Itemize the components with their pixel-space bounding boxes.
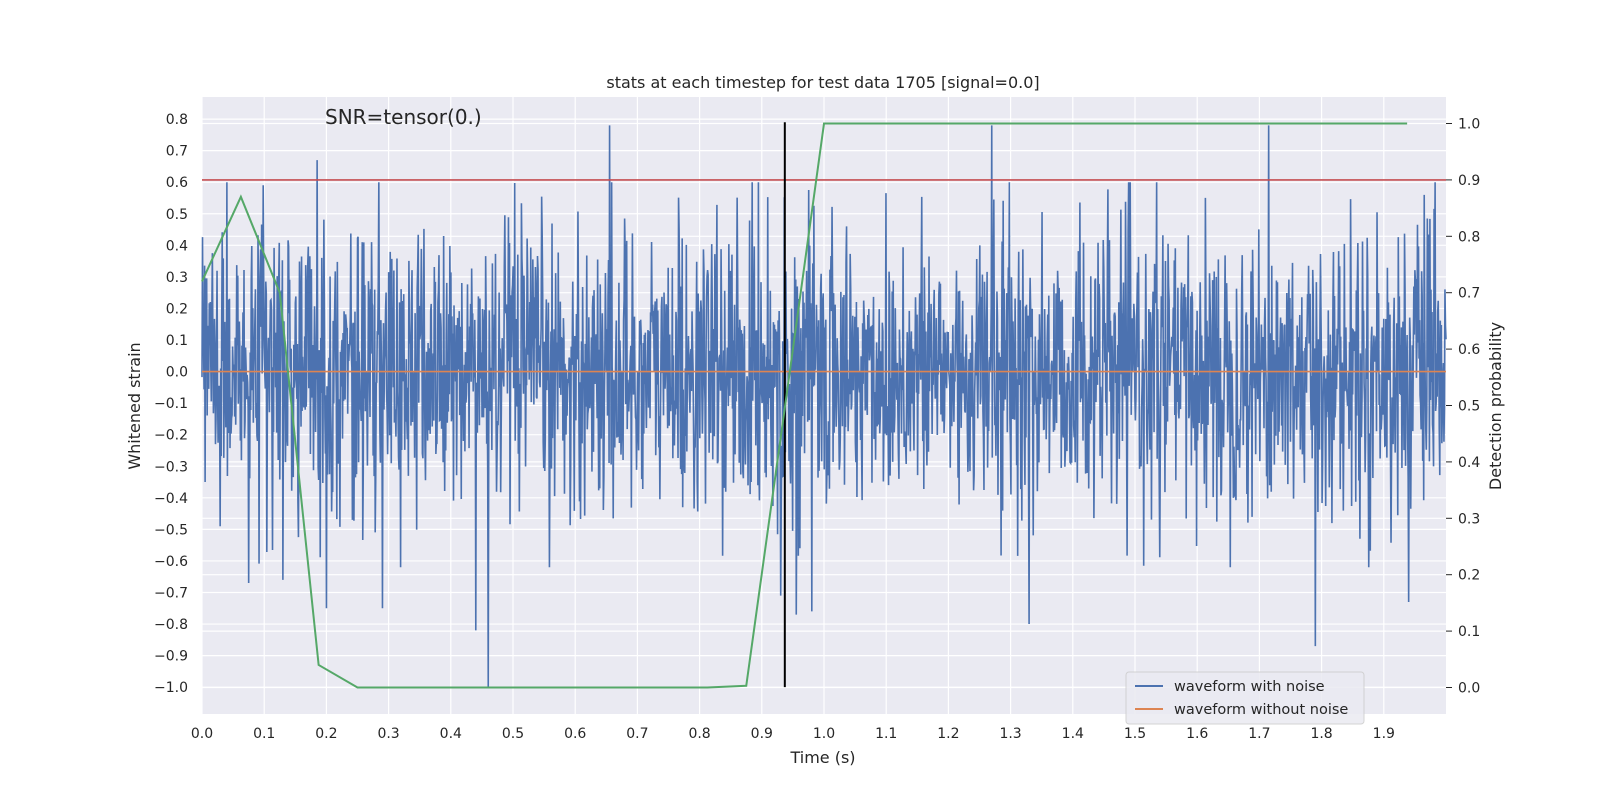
snr-annotation: SNR=tensor(0.) bbox=[325, 105, 482, 129]
x-tick-label: 0.2 bbox=[315, 726, 337, 742]
y-tick-label: 0.1 bbox=[166, 333, 188, 349]
legend-box bbox=[1125, 671, 1365, 725]
y2-tick-label: 0.6 bbox=[1458, 342, 1480, 358]
x-tick-label: 0.5 bbox=[502, 726, 524, 742]
y-axis-ticks: 0.8 0.7 0.6 0.5 0.4 0.3 0.2 0.1 0.0 −0.1 −0.2 −0.3 −… bbox=[154, 112, 188, 696]
x-tick-label: 1.8 bbox=[1310, 726, 1332, 742]
grid-lines bbox=[201, 97, 1446, 714]
y-tick-label: −0.5 bbox=[154, 522, 188, 538]
y-tick-label: −0.3 bbox=[154, 459, 188, 475]
x-tick-label: 1.6 bbox=[1186, 726, 1208, 742]
legend-label-clean: waveform without noise bbox=[1174, 702, 1348, 718]
y2-tick-label: 0.1 bbox=[1458, 624, 1480, 640]
x-axis-label: Time (s) bbox=[789, 748, 855, 767]
x-tick-label: 0.9 bbox=[751, 726, 773, 742]
x-tick-label: 1.1 bbox=[875, 726, 897, 742]
y2-tick-label: 1.0 bbox=[1458, 117, 1480, 133]
y2-tick-label: 0.0 bbox=[1458, 680, 1480, 696]
x-axis-ticks: 0.0 0.1 0.2 0.3 0.4 0.5 0.6 0.7 0.8 0.9 1.0 1.1 1.2 1… bbox=[191, 726, 1395, 742]
y-tick-label: −0.4 bbox=[154, 491, 188, 507]
y2-tick-label: 0.9 bbox=[1458, 173, 1480, 189]
y-tick-label: 0.2 bbox=[166, 301, 188, 317]
x-tick-label: 1.9 bbox=[1373, 726, 1395, 742]
x-tick-label: 1.3 bbox=[999, 726, 1021, 742]
y2-tick-label: 0.7 bbox=[1458, 286, 1480, 302]
x-tick-label: 0.7 bbox=[626, 726, 648, 742]
x-tick-label: 0.4 bbox=[440, 726, 462, 742]
y-tick-label: 0.3 bbox=[166, 270, 188, 286]
x-tick-label: 1.5 bbox=[1124, 726, 1146, 742]
y-tick-label: −1.0 bbox=[154, 680, 188, 696]
x-tick-label: 1.4 bbox=[1062, 726, 1084, 742]
series-waveform-with-noise bbox=[201, 125, 1447, 688]
y2-tick-label: 0.3 bbox=[1458, 511, 1480, 527]
x-tick-label: 0.8 bbox=[688, 726, 710, 742]
x-tick-label: 1.7 bbox=[1248, 726, 1270, 742]
y-axis-label: Whitened strain bbox=[125, 342, 144, 469]
y2-tick-label: 0.5 bbox=[1458, 399, 1480, 415]
x-tick-label: 1.0 bbox=[813, 726, 835, 742]
y-tick-label: 0.6 bbox=[166, 175, 188, 191]
y-tick-label: −0.9 bbox=[154, 649, 188, 665]
y-tick-label: 0.8 bbox=[166, 112, 188, 128]
series-detection-probability bbox=[201, 122, 1408, 689]
x-tick-label: 0.1 bbox=[253, 726, 275, 742]
y-tick-label: −0.1 bbox=[154, 396, 188, 412]
x-tick-label: 0.0 bbox=[191, 726, 213, 742]
x-tick-label: 1.2 bbox=[937, 726, 959, 742]
y2-axis-label: Detection probability bbox=[1486, 322, 1505, 490]
x-tick-label: 0.3 bbox=[377, 726, 399, 742]
y2-tick-label: 0.8 bbox=[1458, 229, 1480, 245]
y-tick-label: −0.8 bbox=[154, 617, 188, 633]
y2-tick-label: 0.4 bbox=[1458, 455, 1480, 471]
y-tick-label: −0.2 bbox=[154, 428, 188, 444]
y-tick-label: 0.4 bbox=[166, 238, 188, 254]
chart-title: stats at each timestep for test data 170… bbox=[606, 73, 1039, 92]
y2-axis-ticks: 1.0 0.9 0.8 0.7 0.6 0.5 0.4 0.3 0.2 0.1 0.0 bbox=[1446, 117, 1480, 696]
legend: waveform with noise waveform without noi… bbox=[1125, 671, 1365, 725]
x-tick-label: 0.6 bbox=[564, 726, 586, 742]
y-tick-label: −0.7 bbox=[154, 585, 188, 601]
series-layer bbox=[201, 122, 1447, 689]
y-tick-label: −0.6 bbox=[154, 554, 188, 570]
y-tick-label: 0.0 bbox=[166, 365, 188, 381]
y-tick-label: 0.5 bbox=[166, 207, 188, 223]
y-tick-label: 0.7 bbox=[166, 144, 188, 160]
legend-label-noise: waveform with noise bbox=[1174, 679, 1325, 695]
y2-tick-label: 0.2 bbox=[1458, 568, 1480, 584]
